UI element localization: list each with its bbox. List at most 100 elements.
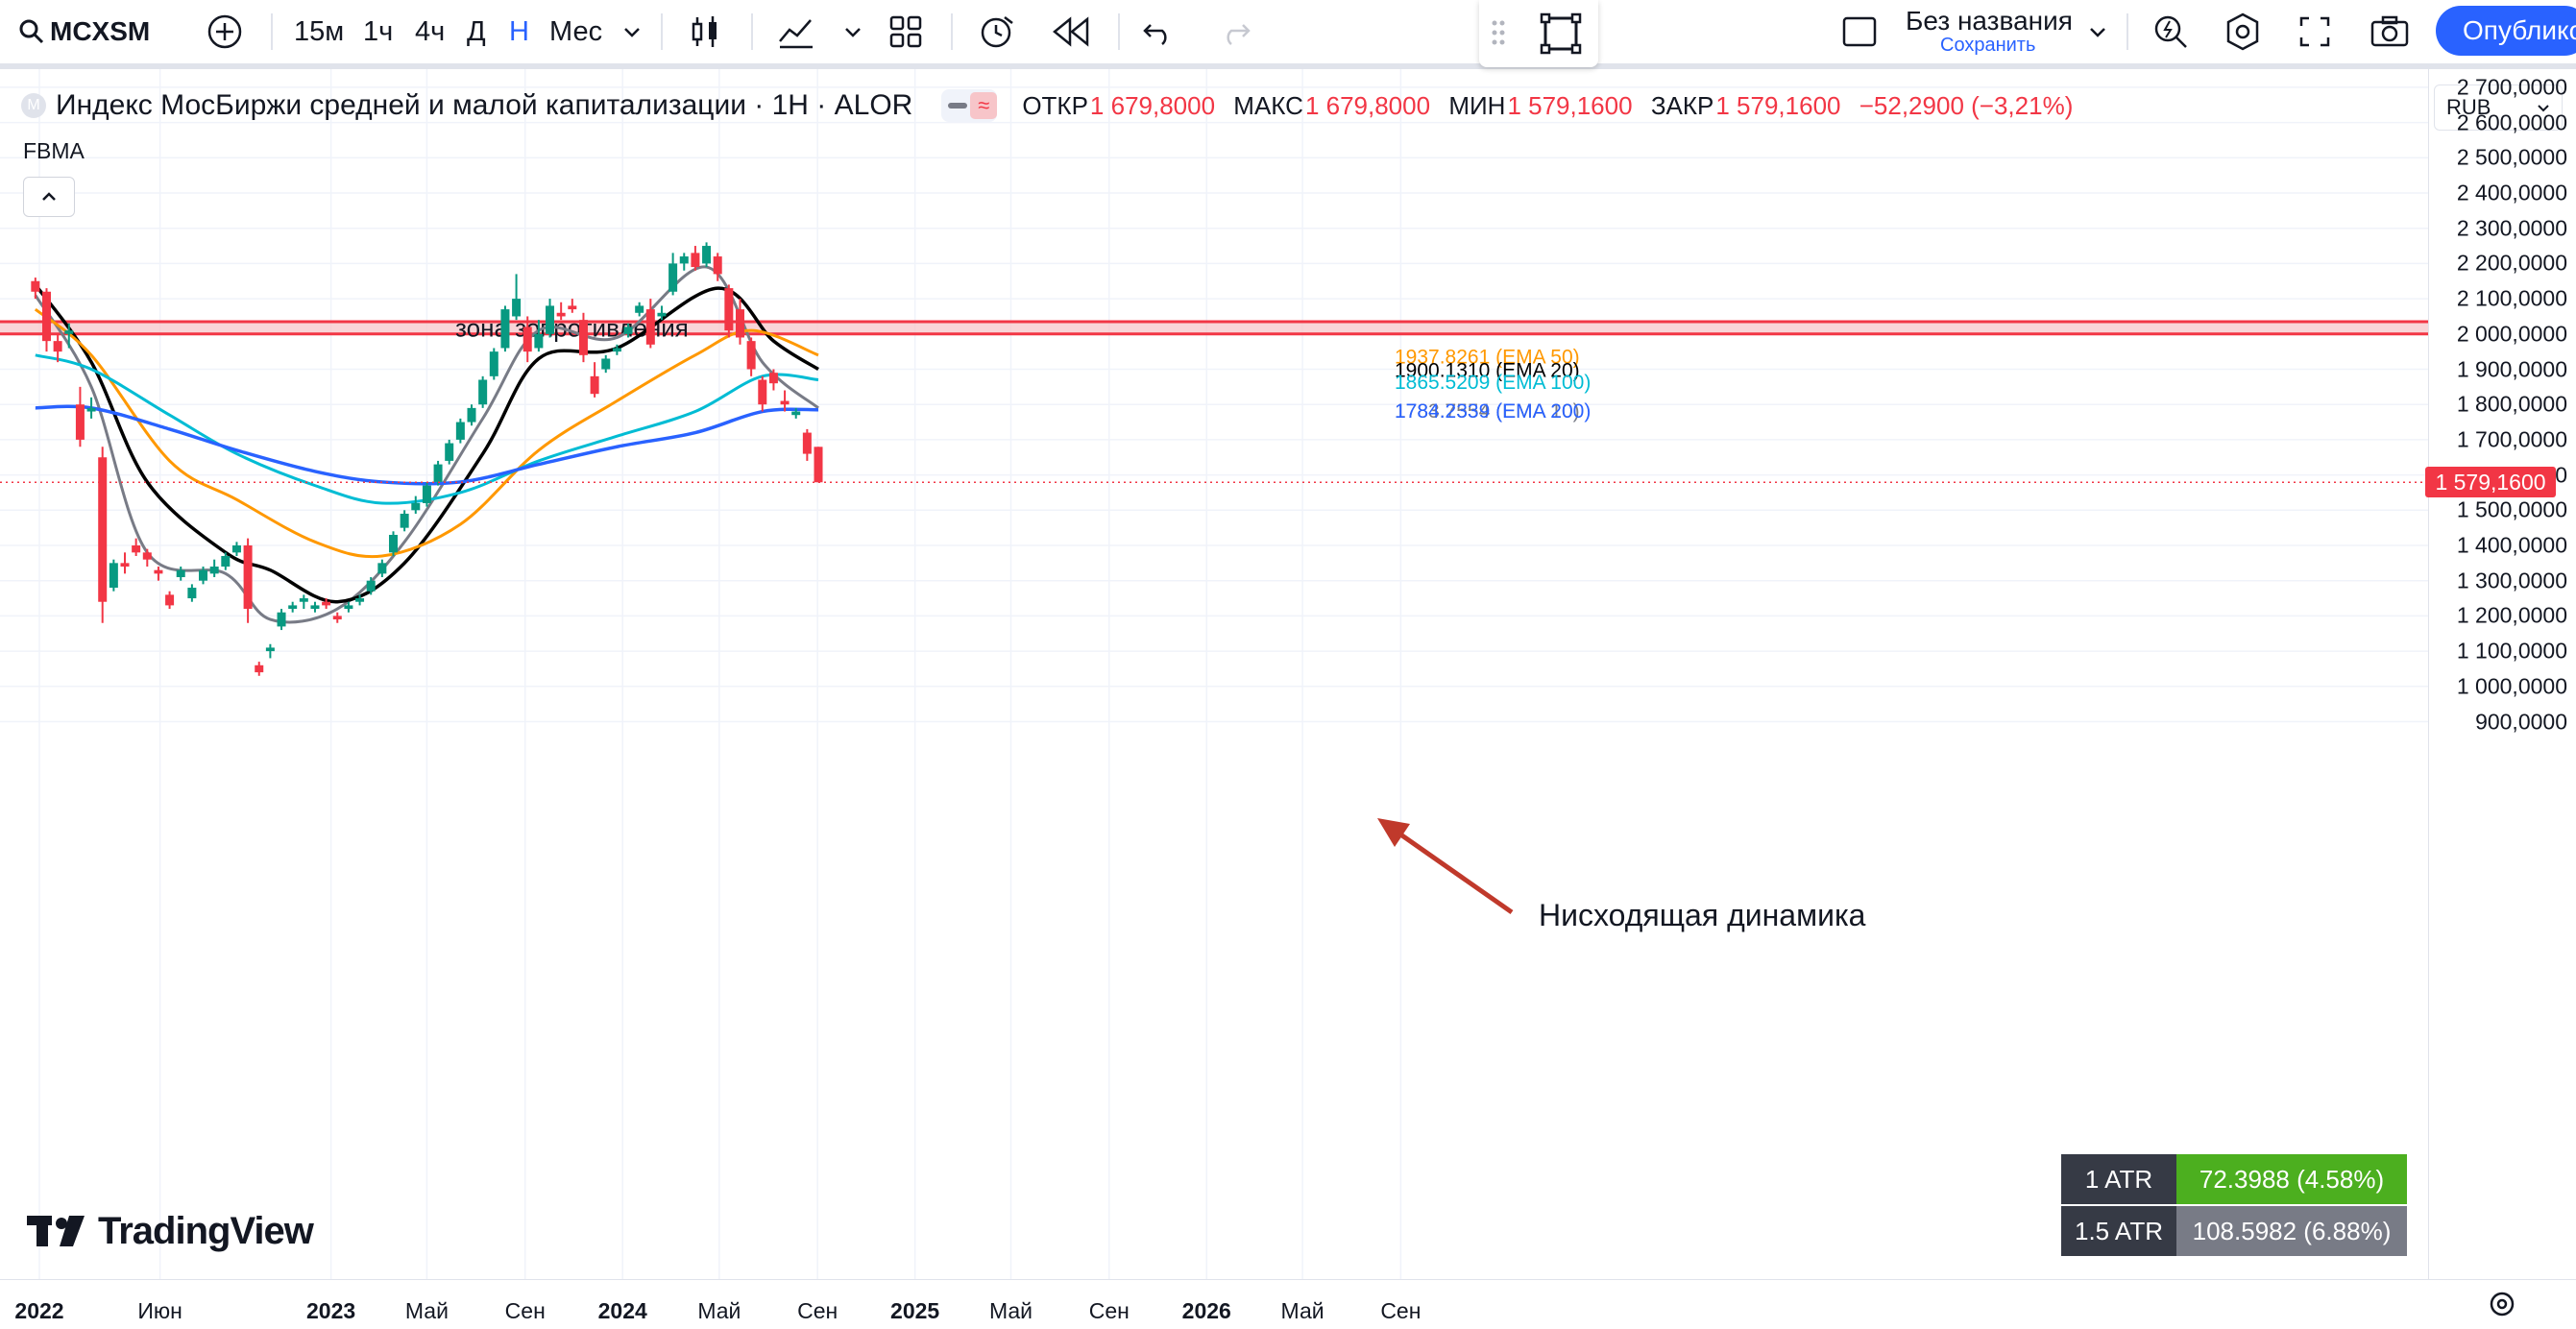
chart-type-button[interactable] (686, 0, 724, 63)
drag-handle-icon[interactable] (1491, 19, 1506, 46)
compare-button[interactable] (206, 0, 244, 63)
candle-body (735, 309, 744, 338)
ohlc-values: ОТКР1 679,8000 МАКС1 679,8000 МИН1 579,1… (1010, 91, 2073, 121)
candle-body (209, 567, 219, 574)
replay-button[interactable] (1051, 0, 1091, 63)
interval-15m[interactable]: 15м (294, 0, 344, 63)
redo-button[interactable] (1218, 0, 1252, 63)
price-tick-label: 2 300,0000 (2456, 215, 2567, 241)
indicators-dropdown[interactable] (841, 0, 864, 63)
ema-line-ema50 (34, 307, 819, 559)
trend-arrow-head (1377, 818, 1410, 847)
candle-body (467, 407, 476, 423)
layout-name-button[interactable]: Без названия Сохранить (1906, 6, 2078, 60)
publish-label: Опублико (2463, 15, 2576, 45)
fullscreen-button[interactable] (2297, 0, 2332, 63)
save-link[interactable]: Сохранить (1940, 35, 2036, 56)
chart-pane[interactable]: зона зопротивления 1937.8261 (EMA 50) 190… (0, 69, 2428, 1279)
chevron-up-icon (42, 192, 56, 201)
redo-icon (1227, 24, 1251, 45)
time-tick-label: 2022 (14, 1298, 64, 1323)
candle-body (601, 358, 611, 370)
collapse-legend-button[interactable] (23, 177, 75, 217)
candle-body (366, 580, 376, 592)
atr-row1-label: 1 ATR (2061, 1154, 2176, 1204)
candle-body (255, 664, 264, 673)
layout-name: Без названия (1906, 6, 2073, 36)
candle-body (702, 246, 712, 264)
time-tick-label: 2023 (306, 1298, 356, 1323)
time-tick-label: Май (697, 1298, 741, 1323)
atr-row1-value: 72.3988 (4.58%) (2176, 1154, 2407, 1204)
hide-icon (948, 103, 968, 109)
currency-select[interactable]: RUB (2434, 85, 2563, 131)
interval-week-label: Н (509, 15, 529, 47)
candle-body (691, 253, 700, 268)
low-label: МИН (1448, 90, 1506, 120)
candle-body (310, 605, 320, 610)
candle-body (288, 605, 298, 610)
candle-body (332, 616, 342, 620)
candle-body (231, 545, 241, 553)
atr-row2-label: 1.5 ATR (2061, 1206, 2176, 1256)
ema-value-label: 1784.2339 (EMA 200) (1395, 400, 1591, 423)
candle-body (546, 305, 555, 334)
axis-settings-button[interactable] (2486, 1288, 2518, 1320)
publish-button[interactable]: Опублико (2436, 6, 2576, 56)
candle-body (746, 341, 756, 370)
time-axis[interactable] (0, 1279, 2576, 1329)
time-tick-label: Сен (1088, 1298, 1130, 1323)
time-tick-label: Май (404, 1298, 449, 1323)
interval-dropdown[interactable] (620, 0, 644, 63)
layouts-button[interactable] (887, 0, 924, 63)
candle-body (187, 588, 197, 599)
search-icon (19, 19, 44, 44)
quick-search-button[interactable] (2151, 0, 2190, 63)
symbol-name: MCXSM (50, 16, 151, 46)
settings-button[interactable] (2223, 0, 2263, 63)
candle-body (400, 513, 409, 528)
price-tick-label: 900,0000 (2475, 709, 2567, 734)
price-tick-label: 2 100,0000 (2456, 285, 2567, 311)
candle-body (522, 326, 532, 352)
add-circle-icon (207, 14, 242, 49)
alert-button[interactable] (976, 0, 1016, 63)
ema-value-label: 1783.7554 (EMA 10) (1395, 400, 1580, 423)
price-tick-label: 1 700,0000 (2456, 426, 2567, 452)
layout-dropdown[interactable] (2086, 0, 2109, 63)
grid-layout-icon (889, 15, 922, 48)
last-price-badge: 1 579,1600 (2425, 467, 2556, 498)
symbol-search[interactable]: MCXSM (17, 0, 150, 63)
indicators-button[interactable] (776, 0, 816, 63)
price-axis[interactable]: 2 700,0000 2 600,0000 2 500,0000 2 400,0000… (2425, 69, 2576, 1279)
rectangle-tool-icon[interactable] (1539, 12, 1583, 56)
interval-day[interactable]: Д (467, 0, 486, 63)
ema-line-ema20 (34, 283, 819, 604)
chart-legend: M Индекс МосБиржи средней и малой капита… (21, 85, 2073, 127)
time-tick-label: 2025 (890, 1298, 940, 1323)
candle-body (556, 312, 566, 317)
chart-title: Индекс МосБиржи средней и малой капитали… (56, 89, 913, 121)
candle-body (802, 432, 812, 454)
snapshot-button[interactable] (2369, 0, 2411, 63)
layout-toggle[interactable] (1840, 0, 1879, 63)
interval-1h[interactable]: 1ч (363, 0, 393, 63)
candle-body (243, 545, 253, 610)
candle-body (768, 373, 778, 384)
visibility-toggle[interactable]: ≈ (941, 89, 998, 122)
symbol-logo: M (21, 93, 46, 118)
candle-body (165, 594, 175, 606)
price-chart[interactable]: зона зопротивления 1937.8261 (EMA 50)190… (0, 69, 2428, 1279)
candle-body (31, 280, 40, 292)
chevron-down-icon (2538, 105, 2549, 112)
candle-body (120, 563, 130, 568)
time-tick-label: Сен (1380, 1298, 1422, 1323)
tradingview-logo[interactable]: TradingView (27, 1210, 314, 1253)
interval-4h[interactable]: 4ч (415, 0, 445, 63)
low-value: 1 579,1600 (1507, 90, 1633, 120)
undo-button[interactable] (1141, 0, 1176, 63)
ema-value-label: 1937.8261 (EMA 50) (1395, 347, 1580, 369)
interval-week[interactable]: Н (509, 0, 529, 63)
atr-row2-value: 108.5982 (6.88%) (2176, 1206, 2407, 1256)
interval-month[interactable]: Мес (549, 0, 602, 63)
